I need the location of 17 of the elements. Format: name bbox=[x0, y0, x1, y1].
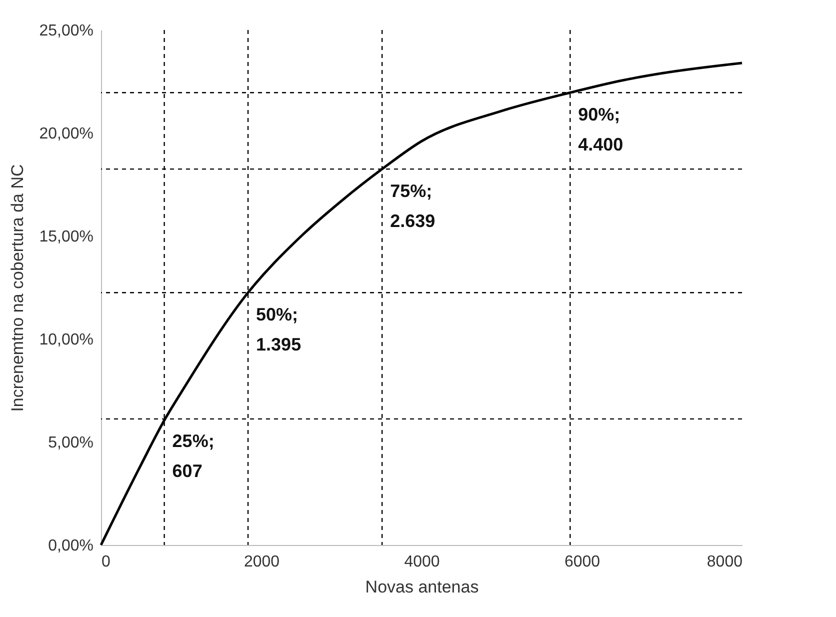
annotation: 50%; 1.395 bbox=[256, 304, 302, 355]
annotation: 75%; 2.639 bbox=[390, 181, 436, 232]
x-axis-title: Novas antenas bbox=[365, 578, 479, 596]
y-tick-label: 5,00% bbox=[48, 434, 94, 452]
x-tick-label: 0 bbox=[102, 554, 110, 570]
annotation: 90%; 4.400 bbox=[578, 104, 624, 155]
annotation: 25%; 607 bbox=[172, 430, 214, 481]
x-tick-label: 4000 bbox=[404, 554, 440, 570]
y-tick-label: 10,00% bbox=[39, 332, 94, 348]
y-axis-title: Increnemtno na cobertura da NC bbox=[8, 164, 28, 412]
y-tick-label: 15,00% bbox=[39, 228, 94, 246]
x-tick-label: 8000 bbox=[706, 554, 743, 570]
y-tick-label: 0,00% bbox=[48, 538, 94, 554]
y-tick-label: 20,00% bbox=[39, 126, 94, 142]
x-tick-label: 2000 bbox=[244, 554, 280, 570]
y-tick-label: 25,00% bbox=[39, 22, 94, 40]
x-tick-label: 6000 bbox=[564, 554, 600, 570]
